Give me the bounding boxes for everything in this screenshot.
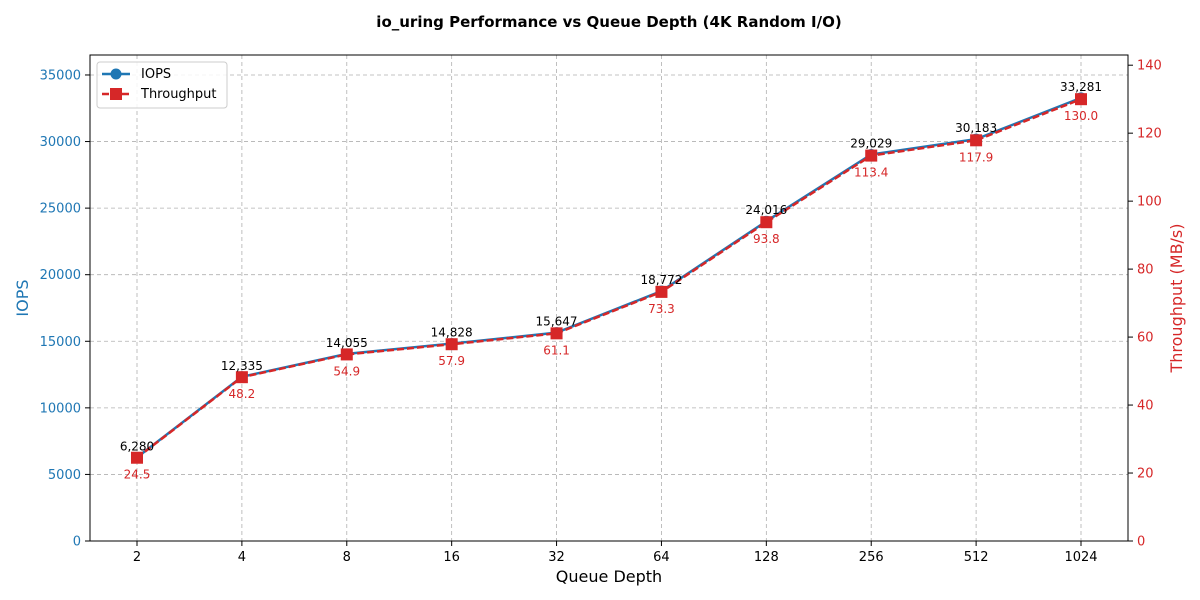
throughput-data-label: 57.9 <box>438 354 465 368</box>
y-left-tick-label: 10000 <box>40 401 81 416</box>
x-tick-label: 2 <box>133 550 141 565</box>
y-left-tick-label: 20000 <box>40 268 81 283</box>
series-layer: 6,280 12,335 14,055 14,828 15,647 18,772 24,01… <box>120 80 1102 482</box>
throughput-data-label: 48.2 <box>229 387 256 401</box>
throughput-data-label: 61.1 <box>543 343 570 357</box>
plot-frame <box>89 54 1129 542</box>
x-tick-label: 256 <box>859 550 884 565</box>
throughput-line <box>136 98 1082 459</box>
throughput-data-label: 73.3 <box>648 302 675 316</box>
throughput-point <box>760 216 773 229</box>
throughput-point <box>131 451 143 464</box>
throughput-data-label: 113.4 <box>854 166 888 180</box>
throughput-point <box>970 134 983 147</box>
x-tick-label: 1024 <box>1064 550 1097 565</box>
throughput-data-label: 93.8 <box>753 232 780 246</box>
throughput-point <box>340 348 353 361</box>
throughput-data-label: 130.0 <box>1064 109 1098 123</box>
iops-data-label: 14,055 <box>326 336 368 350</box>
legend-iops-marker <box>110 68 122 80</box>
y-axis-right-title: Throughput (MB/s) <box>1167 223 1186 373</box>
y-left-tick-label: 15000 <box>40 335 81 350</box>
y-right-tick-label: 140 <box>1137 59 1162 74</box>
iops-data-label: 6,280 <box>120 439 154 453</box>
y-left-tick-label: 5000 <box>48 468 81 483</box>
x-tick-label: 512 <box>964 550 989 565</box>
iops-data-label: 24,016 <box>745 203 787 217</box>
legend-throughput-label: Throughput <box>140 87 217 102</box>
y-right-tick-label: 20 <box>1137 467 1154 482</box>
iops-data-label: 14,828 <box>431 326 473 340</box>
x-tick-label: 128 <box>754 550 779 565</box>
throughput-point <box>550 327 563 340</box>
x-tick-label: 4 <box>238 550 246 565</box>
iops-data-label: 29,029 <box>850 136 892 150</box>
throughput-point <box>1075 93 1087 106</box>
grid <box>90 55 1128 542</box>
y-right-tick-label: 0 <box>1137 535 1145 550</box>
x-tick-label: 16 <box>443 550 460 565</box>
x-axis-title: Queue Depth <box>556 567 662 586</box>
iops-data-label: 33,281 <box>1060 80 1102 94</box>
throughput-point <box>445 338 458 351</box>
x-tick-label: 32 <box>548 550 565 565</box>
iops-data-label: 12,335 <box>221 359 263 373</box>
y-right-tick-label: 120 <box>1137 127 1162 142</box>
y-right-tick-label: 60 <box>1137 331 1154 346</box>
y-left-tick-label: 0 <box>73 535 81 550</box>
y-right-tick-label: 100 <box>1137 195 1162 210</box>
throughput-data-label: 117.9 <box>959 150 993 164</box>
throughput-point <box>865 149 878 162</box>
throughput-data-label: 54.9 <box>333 364 360 378</box>
iops-data-label: 18,772 <box>640 273 682 287</box>
throughput-data-label: 24.5 <box>124 468 151 482</box>
iops-data-label: 15,647 <box>536 315 578 329</box>
iops-line <box>136 96 1082 459</box>
legend: IOPS Throughput <box>96 61 228 109</box>
throughput-point <box>655 285 668 298</box>
legend-iops-label: IOPS <box>141 67 171 82</box>
iops-data-label: 30,183 <box>955 121 997 135</box>
y-right-tick-label: 80 <box>1137 263 1154 278</box>
y-left-tick-label: 25000 <box>40 202 81 217</box>
axes: 2 4 8 16 32 64 128 256 512 1024050001000015000200… <box>40 59 1162 565</box>
y-left-tick-label: 30000 <box>40 135 81 150</box>
y-axis-left-title: IOPS <box>13 279 32 316</box>
x-tick-label: 8 <box>343 550 351 565</box>
legend-throughput-marker <box>110 88 122 100</box>
throughput-point <box>235 371 248 384</box>
y-left-tick-label: 35000 <box>40 68 81 83</box>
x-tick-label: 64 <box>653 550 670 565</box>
y-right-tick-label: 40 <box>1137 399 1154 414</box>
chart-title: io_uring Performance vs Queue Depth (4K … <box>376 13 841 31</box>
